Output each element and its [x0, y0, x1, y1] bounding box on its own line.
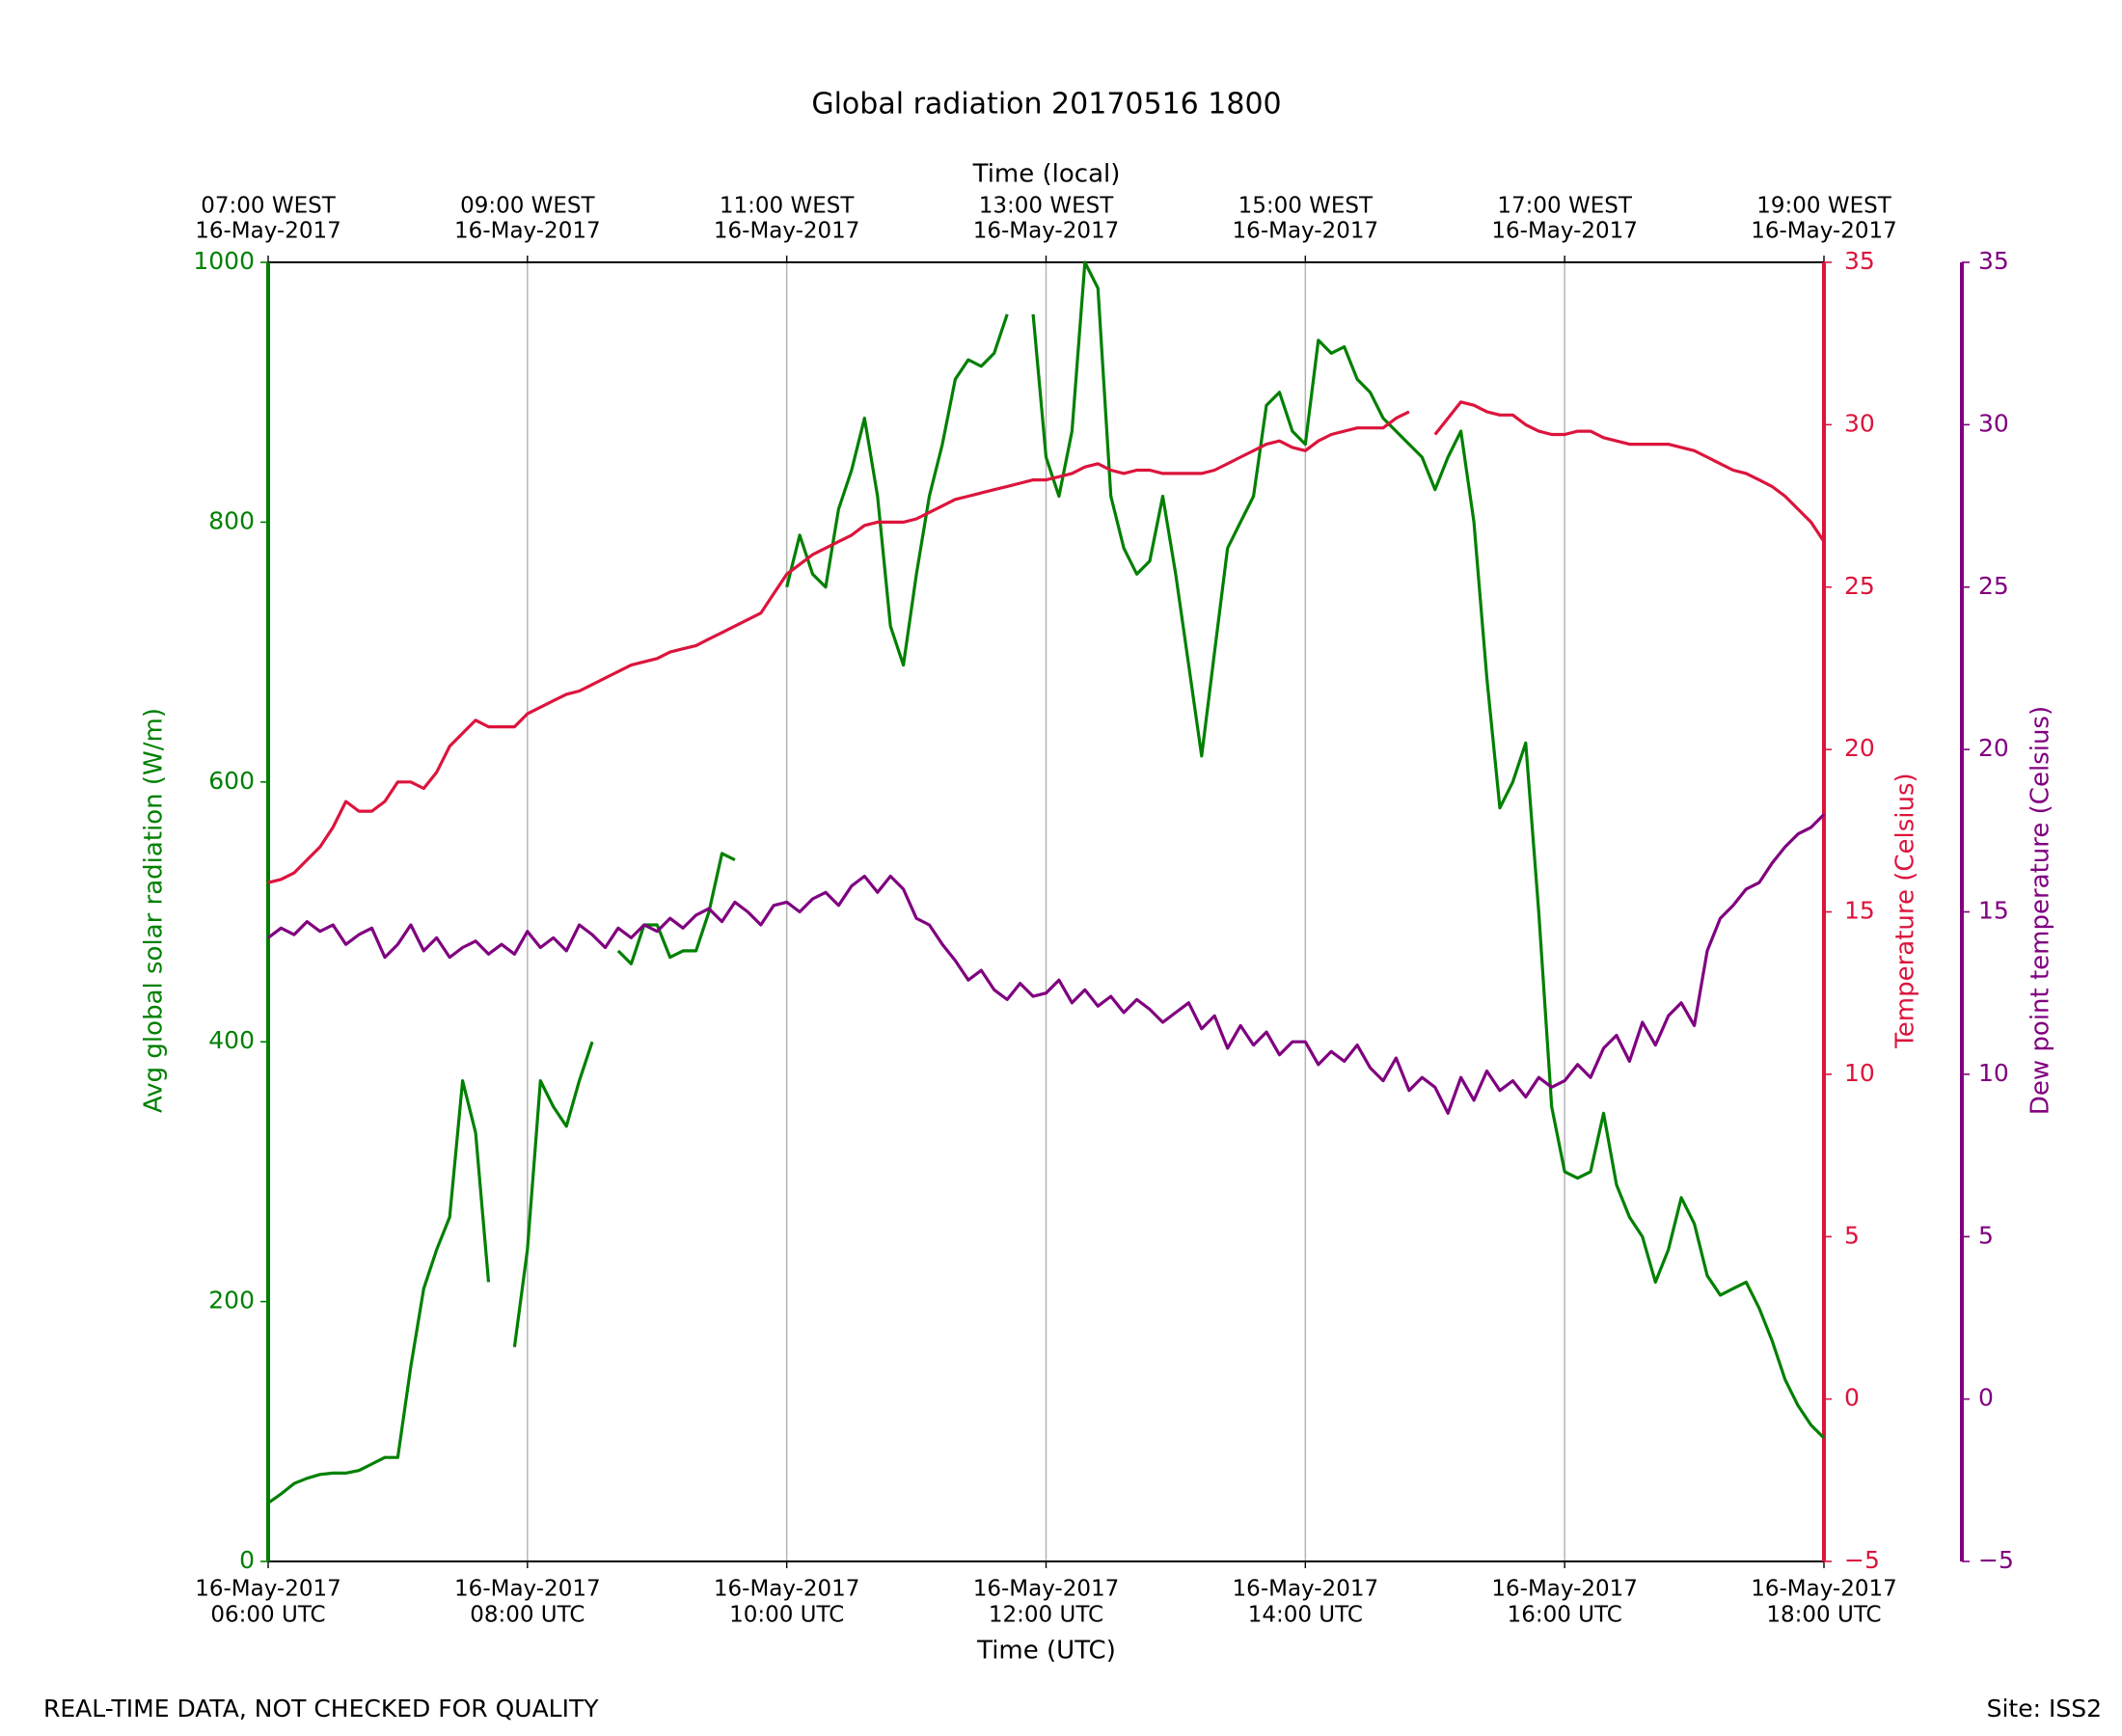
x2-tick-label: 16-May-2017: [1751, 219, 1897, 244]
x2-tick-label: 16-May-2017: [973, 219, 1120, 244]
series-line: [267, 260, 1826, 1505]
y2-tick-label: 15: [1844, 897, 1875, 925]
y2-tick-label: 10: [1844, 1059, 1875, 1087]
x-tick-label: 16-May-2017: [1751, 1577, 1897, 1602]
y3-tick-label: 15: [1978, 897, 2009, 925]
x-tick-label: 16-May-2017: [195, 1577, 341, 1602]
y-tick-label: 1000: [193, 247, 255, 275]
x-tick-label: 10:00 UTC: [729, 1603, 844, 1628]
x-tick-label: 16-May-2017: [454, 1577, 601, 1602]
y-tick-label: 200: [208, 1287, 255, 1315]
series-line: [267, 400, 1826, 884]
y3-tick-label: 5: [1978, 1221, 1994, 1249]
y2-tick-label: 20: [1844, 734, 1875, 762]
y3-tick-label: 0: [1978, 1384, 1994, 1412]
x-tick-label: 16-May-2017: [1233, 1577, 1379, 1602]
y2-tick-label: −5: [1844, 1546, 1880, 1574]
x2-tick-label: 17:00 WEST: [1497, 194, 1632, 219]
x-tick-label: 16-May-2017: [973, 1577, 1120, 1602]
x-tick-label: 16-May-2017: [714, 1577, 860, 1602]
y-tick-label: 400: [208, 1026, 255, 1054]
chart-title: Global radiation 20170516 1800: [811, 88, 1281, 122]
y3-tick-label: 10: [1978, 1059, 2009, 1087]
x2-tick-label: 11:00 WEST: [720, 194, 855, 219]
site-label: Site: ISS2: [1987, 1695, 2102, 1722]
x2-tick-label: 15:00 WEST: [1238, 194, 1374, 219]
y2-tick-label: 5: [1844, 1221, 1860, 1249]
x2-axis-label: Time (local): [972, 160, 1121, 189]
y3-tick-label: 35: [1978, 247, 2009, 275]
y2-axis-label: Temperature (Celsius): [1891, 773, 1920, 1048]
series-line: [267, 813, 1826, 1115]
x-tick-label: 12:00 UTC: [989, 1603, 1103, 1628]
x-tick-label: 08:00 UTC: [470, 1603, 585, 1628]
y-tick-label: 800: [208, 506, 255, 534]
x2-tick-label: 16-May-2017: [1491, 219, 1638, 244]
x2-tick-label: 16-May-2017: [714, 219, 860, 244]
x2-tick-label: 19:00 WEST: [1756, 194, 1891, 219]
x-tick-label: 16:00 UTC: [1508, 1603, 1622, 1628]
x-tick-label: 06:00 UTC: [210, 1603, 325, 1628]
y3-tick-label: 25: [1978, 572, 2009, 600]
y2-tick-label: 30: [1844, 409, 1875, 437]
x2-tick-label: 09:00 WEST: [460, 194, 595, 219]
x2-tick-label: 13:00 WEST: [979, 194, 1114, 219]
y-tick-label: 600: [208, 767, 255, 795]
y3-tick-label: −5: [1978, 1546, 2014, 1574]
y2-tick-label: 0: [1844, 1384, 1860, 1412]
x-tick-label: 16-May-2017: [1491, 1577, 1638, 1602]
x2-tick-label: 16-May-2017: [454, 219, 601, 244]
x-tick-label: 14:00 UTC: [1248, 1603, 1363, 1628]
y-tick-label: 0: [239, 1546, 255, 1574]
y2-tick-label: 25: [1844, 572, 1875, 600]
footer-note: REAL-TIME DATA, NOT CHECKED FOR QUALITY: [43, 1695, 599, 1722]
y-axis-label: Avg global solar radiation (W/m): [140, 708, 169, 1113]
y3-tick-label: 20: [1978, 734, 2009, 762]
x2-tick-label: 16-May-2017: [1233, 219, 1379, 244]
y2-tick-label: 35: [1844, 247, 1875, 275]
y3-axis-label: Dew point temperature (Celsius): [2027, 706, 2055, 1115]
x2-tick-label: 07:00 WEST: [201, 194, 336, 219]
x-tick-label: 18:00 UTC: [1766, 1603, 1881, 1628]
x-axis-label: Time (UTC): [976, 1637, 1116, 1666]
y3-tick-label: 30: [1978, 409, 2009, 437]
x2-tick-label: 16-May-2017: [195, 219, 341, 244]
